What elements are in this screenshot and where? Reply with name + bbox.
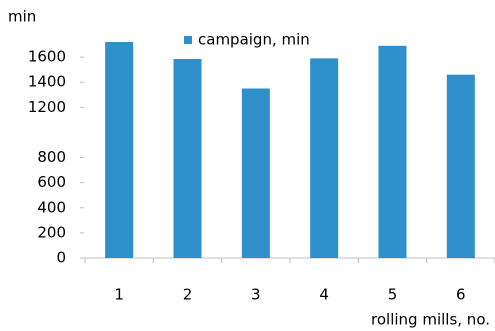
y-tick-label: 800 <box>37 148 66 166</box>
x-tick-label: 1 <box>114 286 124 304</box>
x-tick-label: 2 <box>183 286 193 304</box>
y-tick-label: 400 <box>37 198 66 216</box>
y-tick-label: 200 <box>37 223 66 241</box>
bar <box>105 42 134 258</box>
x-tick-label: 5 <box>388 286 398 304</box>
legend-swatch <box>184 36 192 44</box>
x-tick-label: 4 <box>319 286 329 304</box>
y-tick-label: 1600 <box>28 48 66 66</box>
bar <box>378 45 407 258</box>
x-axis-title: rolling mills, no. <box>371 311 490 329</box>
bar <box>310 58 339 258</box>
y-tick-label: 600 <box>37 173 66 191</box>
bar <box>446 74 475 258</box>
legend-label: campaign, min <box>198 31 310 49</box>
y-tick-label: 1200 <box>28 98 66 116</box>
bar <box>173 58 202 258</box>
y-axis-title: min <box>8 8 36 26</box>
x-tick-label: 3 <box>251 286 261 304</box>
y-tick-label: 1400 <box>28 73 66 91</box>
x-tick-label: 6 <box>456 286 466 304</box>
bar <box>241 88 270 258</box>
y-tick-label: 0 <box>56 249 66 267</box>
